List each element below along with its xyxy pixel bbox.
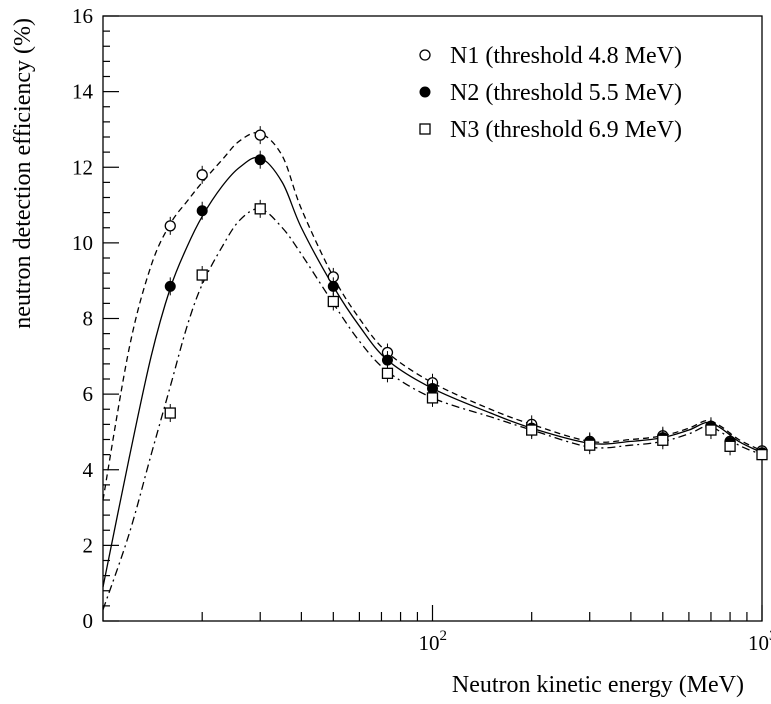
x-tick-label-base: 10 <box>419 631 440 655</box>
legend-marker <box>419 49 431 61</box>
data-points <box>164 126 768 464</box>
data-point-series-3 <box>756 448 768 461</box>
data-point-series-3 <box>381 367 394 379</box>
x-tick-labels: 102103 <box>419 628 771 655</box>
axis-ticks <box>102 15 763 622</box>
data-point-series-3 <box>724 440 736 452</box>
y-tick-label: 8 <box>83 307 94 331</box>
data-point-series-3 <box>705 424 717 436</box>
legend-label: N2 (threshold 5.5 MeV) <box>450 80 682 106</box>
y-tick-label: 6 <box>83 382 94 406</box>
y-tick-label: 0 <box>83 609 94 633</box>
data-point-series-2 <box>196 205 208 217</box>
data-point-series-3 <box>426 392 439 404</box>
plot-frame <box>102 15 763 622</box>
fit-curves <box>102 131 763 610</box>
x-tick-label-base: 10 <box>748 631 769 655</box>
data-point-series-3 <box>164 407 176 419</box>
y-tick-label: 2 <box>83 533 94 557</box>
data-point-series-1 <box>164 220 176 232</box>
x-axis-title: Neutron kinetic energy (MeV) <box>452 672 744 698</box>
data-point-series-2 <box>327 280 339 292</box>
data-point-series-2 <box>254 154 266 166</box>
fit-curve-series-1 <box>102 131 763 501</box>
legend: N1 (threshold 4.8 MeV) N2 (threshold 5.5 … <box>419 43 682 143</box>
data-point-series-3 <box>327 295 339 308</box>
fit-curve-series-3 <box>102 208 763 610</box>
data-point-series-3 <box>526 424 538 436</box>
legend-marker <box>419 86 431 98</box>
y-tick-label: 16 <box>72 4 93 28</box>
y-tick-label: 14 <box>72 80 94 104</box>
legend-label: N1 (threshold 4.8 MeV) <box>450 43 682 69</box>
legend-label: N3 (threshold 6.9 MeV) <box>450 117 682 143</box>
data-point-series-1 <box>196 169 208 181</box>
y-tick-label: 4 <box>83 458 94 482</box>
data-point-series-3 <box>254 203 266 215</box>
x-tick-label: 103 <box>748 628 771 655</box>
y-tick-labels: 0 2 4 6 8 10 12 14 16 <box>72 4 94 633</box>
data-point-series-1 <box>254 129 266 141</box>
x-tick-label: 102 <box>419 628 448 655</box>
y-tick-label: 12 <box>72 155 93 179</box>
y-tick-label: 10 <box>72 231 93 255</box>
data-point-series-2 <box>164 280 176 292</box>
data-point-series-3 <box>196 269 208 281</box>
x-tick-label-exponent: 3 <box>769 628 771 644</box>
data-point-series-3 <box>584 439 596 451</box>
legend-marker <box>419 123 431 135</box>
y-axis-title: neutron detection efficiency (%) <box>10 18 36 329</box>
fit-curve-series-2 <box>102 156 763 588</box>
data-point-series-2 <box>381 354 393 366</box>
x-tick-label-exponent: 2 <box>440 628 448 644</box>
data-point-series-3 <box>657 434 669 446</box>
